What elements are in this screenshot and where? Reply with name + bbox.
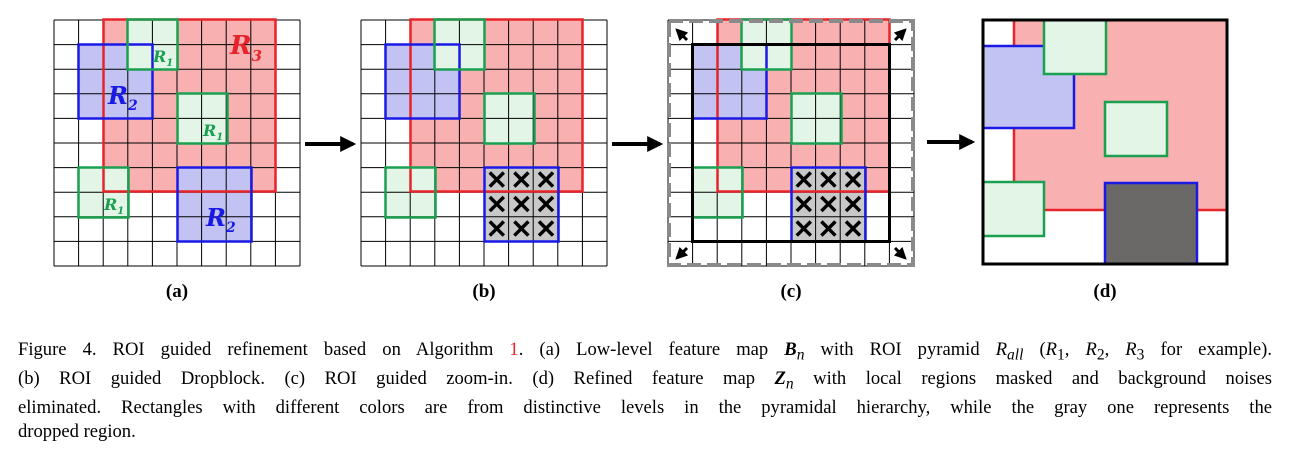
- r1-refined-top: [1042, 18, 1108, 76]
- r1-label-top: R1: [152, 47, 173, 69]
- svg-text:✕: ✕: [793, 215, 815, 245]
- dropped-block-border: [483, 166, 560, 243]
- r1-refined-bottom: [981, 180, 1046, 238]
- svg-text:✕: ✕: [486, 166, 508, 196]
- svg-text:✕: ✕: [535, 166, 557, 196]
- arrow-se-icon: [893, 246, 907, 260]
- svg-text:✕: ✕: [511, 166, 533, 196]
- caption-line-4: dropped region.: [18, 420, 136, 442]
- figure-diagram: R3 R2 R2 R1 R1 R1 ✕ ✕ ✕ ✕ ✕ ✕ ✕ ✕ ✕: [53, 18, 1229, 267]
- r1-bottom-border: [77, 166, 130, 219]
- svg-text:✕: ✕: [818, 191, 840, 221]
- svg-text:✕: ✕: [486, 215, 508, 245]
- svg-text:✕: ✕: [793, 191, 815, 221]
- svg-text:✕: ✕: [818, 215, 840, 245]
- svg-text:✕: ✕: [535, 191, 557, 221]
- svg-text:✕: ✕: [511, 191, 533, 221]
- zoom-in-crop-box: [691, 43, 891, 243]
- panel-label-d: (d): [1093, 281, 1117, 302]
- dropped-block-fill: [484, 167, 559, 242]
- svg-text:✕: ✕: [842, 166, 864, 196]
- r2-label-top: R2: [107, 81, 138, 114]
- arrow-ne-icon: [893, 28, 907, 42]
- svg-text:✕: ✕: [842, 191, 864, 221]
- r1-mid-border: [176, 92, 229, 145]
- refined-map-frame: [981, 18, 1229, 266]
- svg-text:✕: ✕: [535, 215, 557, 245]
- r1-label-mid: R1: [202, 121, 223, 143]
- dropped-block-marks: ✕ ✕ ✕ ✕ ✕ ✕ ✕ ✕ ✕: [793, 166, 864, 245]
- svg-text:✕: ✕: [793, 166, 815, 196]
- panel-a: R3 R2 R2 R1 R1 R1: [53, 18, 301, 267]
- r1-top-border: [126, 18, 179, 71]
- panel-label-a: (a): [165, 281, 189, 302]
- dropped-block-marks: ✕ ✕ ✕ ✕ ✕ ✕ ✕ ✕ ✕: [486, 166, 557, 245]
- panel-c: ✕ ✕ ✕ ✕ ✕ ✕ ✕ ✕ ✕: [667, 18, 915, 267]
- caption-line-3: eliminated. Rectangles with different co…: [18, 397, 1272, 419]
- r2-label-bottom: R2: [205, 203, 236, 236]
- figure-caption: Figure 4. ROI guided refinement based on…: [18, 338, 1272, 443]
- caption-line-1: Figure 4. ROI guided refinement based on…: [18, 339, 1273, 364]
- r1-refined-mid: [1103, 100, 1169, 158]
- arrow-sw-icon: [675, 246, 689, 260]
- outer-dashed-frame: [667, 19, 915, 267]
- r1-label-bottom: R1: [103, 195, 124, 217]
- panel-d: [981, 18, 1229, 266]
- svg-text:✕: ✕: [511, 215, 533, 245]
- r3-label: R3: [229, 31, 262, 65]
- r2-small-border: [176, 166, 253, 243]
- algorithm-ref-link[interactable]: 1: [509, 339, 519, 360]
- caption-line-2: (b) ROI guided Dropblock. (c) ROI guided…: [18, 368, 1273, 393]
- panel-label-c: (c): [780, 281, 802, 302]
- region-r2-small: [177, 167, 252, 242]
- r3-border: [102, 18, 277, 193]
- zoom-direction-arrows: [675, 28, 907, 260]
- r2-large-border: [77, 43, 154, 120]
- svg-text:✕: ✕: [842, 215, 864, 245]
- svg-text:✕: ✕: [486, 191, 508, 221]
- panel-b: ✕ ✕ ✕ ✕ ✕ ✕ ✕ ✕ ✕: [360, 18, 608, 267]
- arrow-nw-icon: [675, 28, 689, 42]
- panel-label-b: (b): [472, 281, 496, 302]
- svg-text:✕: ✕: [818, 166, 840, 196]
- masked-region: [1103, 181, 1199, 266]
